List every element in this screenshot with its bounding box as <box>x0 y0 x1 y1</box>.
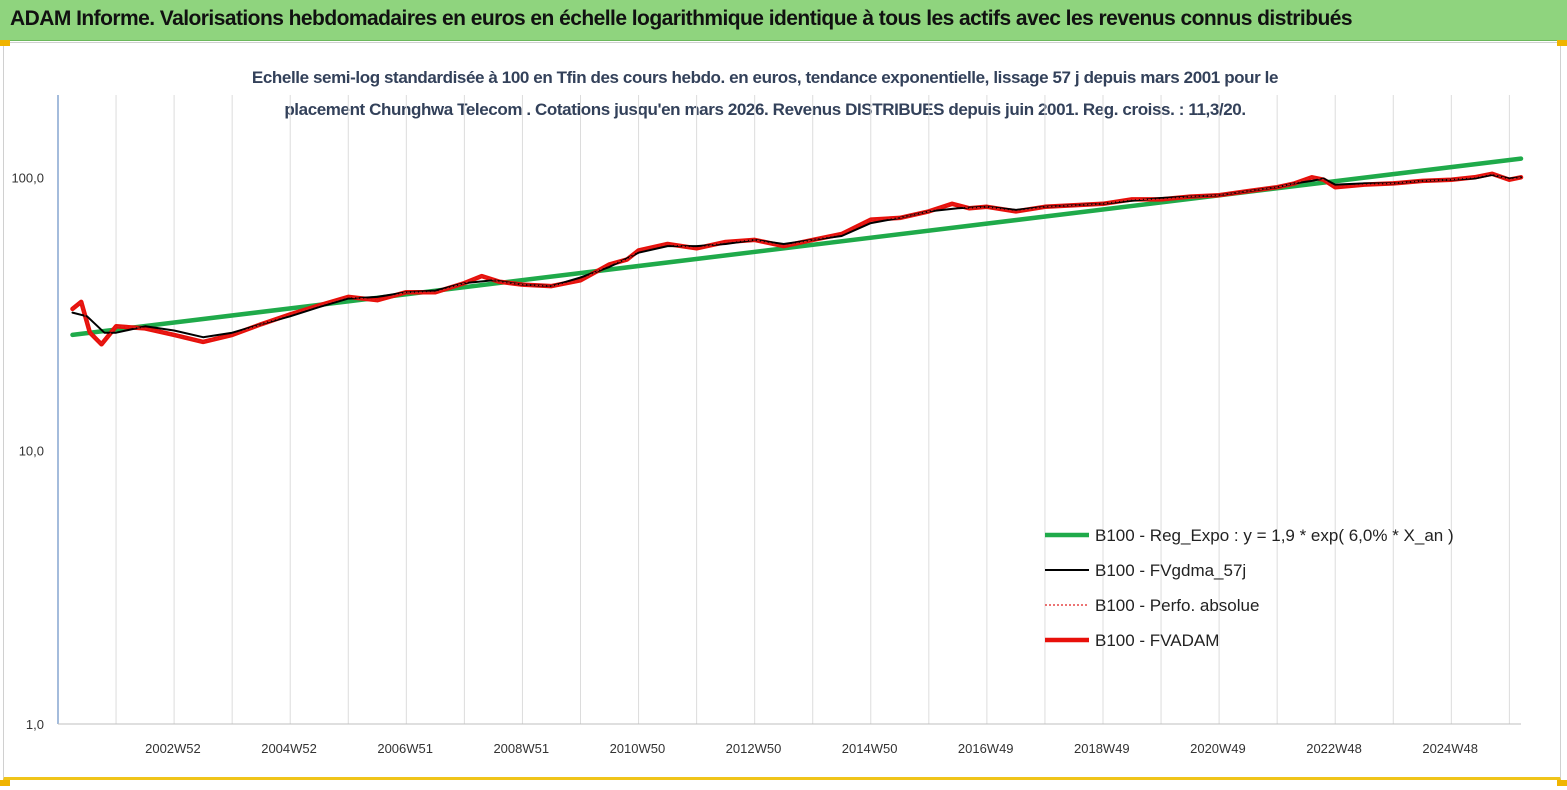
x-tick-label: 2022W48 <box>1306 741 1362 756</box>
series-lines <box>70 156 1524 347</box>
x-tick-label: 2018W49 <box>1074 741 1130 756</box>
corner-marker <box>1557 780 1567 786</box>
chart-subtitle-line1: Echelle semi-log standardisée à 100 en T… <box>251 68 1279 87</box>
report-header: ADAM Informe. Valorisations hebdomadaire… <box>0 0 1567 41</box>
y-tick-label: 100,0 <box>11 170 44 185</box>
corner-marker <box>0 40 10 46</box>
series-line-2 <box>71 173 1522 345</box>
x-tick-label: 2016W49 <box>958 741 1014 756</box>
x-axis-ticks: 2002W52 2004W52 2006W51 2008W51 2010W50 2012W… <box>145 741 1478 756</box>
x-tick-label: 2012W50 <box>726 741 782 756</box>
x-tick-label: 2020W49 <box>1190 741 1246 756</box>
chart-subtitle-line2: placement Chunghwa Telecom . Cotations j… <box>284 100 1246 119</box>
y-axis-ticks: 100,0 10,0 1,0 <box>11 170 44 732</box>
legend: B100 - Reg_Expo : y = 1,9 * exp( 6,0% * … <box>1045 526 1454 650</box>
report-title: ADAM Informe. Valorisations hebdomadaire… <box>10 7 1353 30</box>
y-tick-label: 10,0 <box>19 444 44 459</box>
grid-lines <box>57 95 1510 724</box>
legend-label: B100 - Reg_Expo : y = 1,9 * exp( 6,0% * … <box>1095 526 1454 545</box>
x-tick-label: 2002W52 <box>145 741 201 756</box>
legend-label: B100 - FVgdma_57j <box>1095 561 1246 580</box>
x-tick-label: 2014W50 <box>842 741 898 756</box>
x-tick-label: 2024W48 <box>1422 741 1478 756</box>
y-tick-label: 1,0 <box>26 717 44 732</box>
chart-frame <box>3 42 1561 780</box>
legend-label: B100 - FVADAM <box>1095 631 1219 650</box>
x-tick-label: 2008W51 <box>493 741 549 756</box>
corner-marker <box>1557 40 1567 46</box>
x-tick-label: 2006W51 <box>377 741 433 756</box>
x-tick-label: 2004W52 <box>261 741 317 756</box>
legend-label: B100 - Perfo. absolue <box>1095 596 1259 615</box>
x-tick-label: 2010W50 <box>610 741 666 756</box>
corner-marker <box>0 780 10 786</box>
